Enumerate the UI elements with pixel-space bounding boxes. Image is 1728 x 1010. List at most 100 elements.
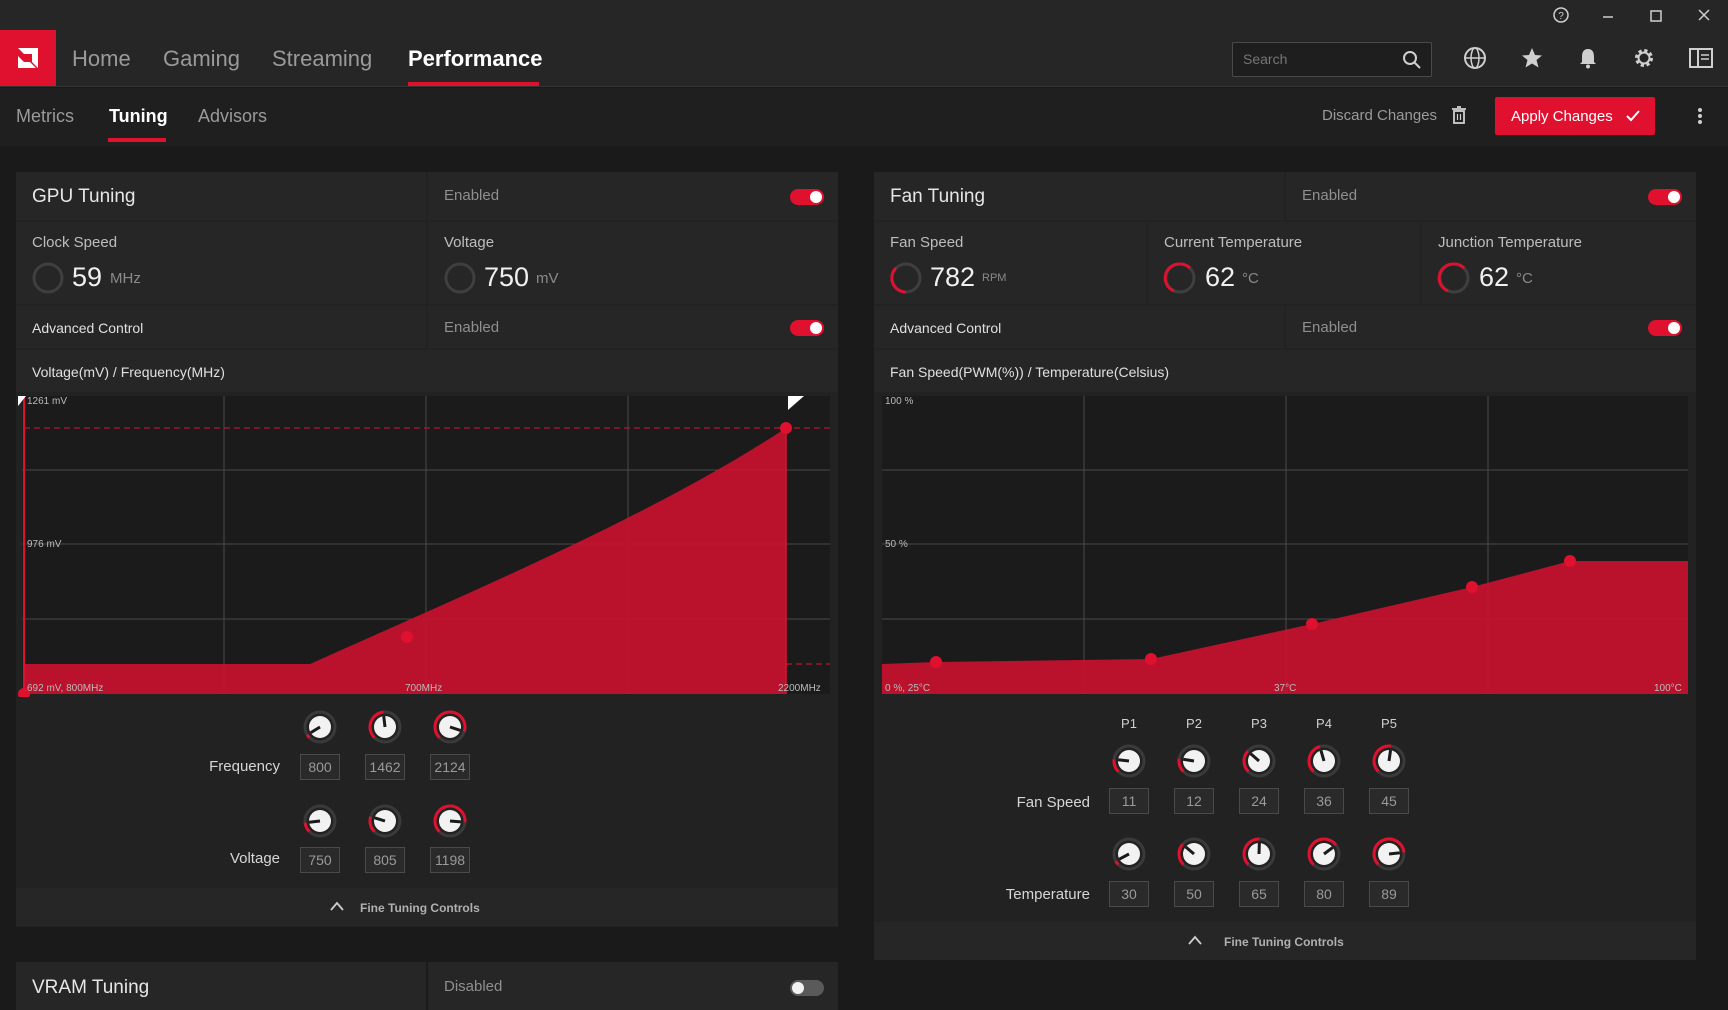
- temperature-input-4[interactable]: [1304, 881, 1344, 907]
- gpu-chart-title: Voltage(mV) / Frequency(MHz): [32, 364, 225, 380]
- apply-changes-label: Apply Changes: [1511, 108, 1613, 125]
- frequency-input-1[interactable]: [300, 754, 340, 780]
- junction-temperature-gauge-icon: [1436, 260, 1472, 296]
- close-icon[interactable]: [1696, 6, 1712, 24]
- nav-tab-home[interactable]: Home: [72, 46, 131, 72]
- voltage-gauge-icon: [442, 260, 478, 296]
- temperature-knob-4[interactable]: [1306, 836, 1342, 872]
- temperature-knob-1[interactable]: [1111, 836, 1147, 872]
- subtab-tuning[interactable]: Tuning: [109, 106, 168, 127]
- subtab-metrics[interactable]: Metrics: [16, 106, 74, 127]
- fan-speed-input-3[interactable]: [1239, 788, 1279, 814]
- frequency-input-3[interactable]: [430, 754, 470, 780]
- voltage-input-1[interactable]: [300, 847, 340, 873]
- temperature-input-5[interactable]: [1369, 881, 1409, 907]
- temperature-input-3[interactable]: [1239, 881, 1279, 907]
- fan-speed-input-1[interactable]: [1109, 788, 1149, 814]
- fan-speed-knob-2[interactable]: [1176, 743, 1212, 779]
- fan-point-2: [1145, 653, 1157, 665]
- voltage-input-2[interactable]: [365, 847, 405, 873]
- title-bar: [0, 0, 1728, 32]
- chevron-up-icon[interactable]: [330, 900, 344, 912]
- fan-speed-row-label: Fan Speed: [940, 794, 1090, 811]
- gpu-advanced-control-label: Advanced Control: [32, 320, 143, 336]
- temperature-knob-5[interactable]: [1371, 836, 1407, 872]
- fan-tuning-toggle[interactable]: [1648, 189, 1682, 205]
- current-temperature-unit: °C: [1242, 270, 1259, 287]
- frequency-knob-1[interactable]: [302, 709, 338, 745]
- svg-text:?: ?: [1558, 11, 1564, 22]
- sidebar-panel-icon[interactable]: [1688, 46, 1714, 70]
- voltage-knob-1[interactable]: [302, 803, 338, 839]
- fan-speed-value: 782: [930, 262, 975, 293]
- gpu-advanced-status: Enabled: [444, 319, 499, 336]
- vf-point-3: [780, 422, 792, 434]
- nav-tab-performance[interactable]: Performance: [408, 46, 543, 72]
- fan-fine-tuning-label[interactable]: Fine Tuning Controls: [1224, 935, 1344, 949]
- point-label-p3: P3: [1239, 716, 1279, 731]
- star-icon[interactable]: [1520, 46, 1544, 70]
- voltage-knob-2[interactable]: [367, 803, 403, 839]
- fan-speed-knob-1[interactable]: [1111, 743, 1147, 779]
- gpu-axis-origin: 692 mV, 800MHz: [27, 683, 103, 694]
- temperature-input-2[interactable]: [1174, 881, 1214, 907]
- point-label-p4: P4: [1304, 716, 1344, 731]
- discard-changes-button[interactable]: Discard Changes: [1322, 107, 1437, 124]
- frequency-knob-3[interactable]: [432, 709, 468, 745]
- minimize-icon[interactable]: [1600, 6, 1616, 24]
- more-options-icon[interactable]: [1695, 106, 1705, 126]
- vram-tuning-toggle[interactable]: [790, 980, 824, 996]
- gear-icon[interactable]: [1632, 46, 1656, 70]
- fan-axis-ymid: 50 %: [885, 539, 908, 550]
- voltage-frequency-chart[interactable]: [16, 394, 838, 697]
- current-temperature-value: 62: [1205, 262, 1235, 293]
- fan-advanced-control-label: Advanced Control: [890, 320, 1001, 336]
- gpu-tuning-toggle[interactable]: [790, 189, 824, 205]
- active-subtab-indicator: [108, 138, 166, 142]
- trash-icon[interactable]: [1450, 105, 1468, 125]
- temperature-knob-3[interactable]: [1241, 836, 1277, 872]
- search-box[interactable]: [1232, 42, 1432, 77]
- vram-tuning-title: VRAM Tuning: [32, 977, 149, 999]
- subtab-advisors[interactable]: Advisors: [198, 106, 267, 127]
- maximize-icon[interactable]: [1648, 6, 1664, 24]
- voltage-knob-3[interactable]: [432, 803, 468, 839]
- fan-speed-input-2[interactable]: [1174, 788, 1214, 814]
- frequency-row-label: Frequency: [180, 758, 280, 775]
- fan-speed-input-4[interactable]: [1304, 788, 1344, 814]
- clock-speed-value: 59: [72, 262, 102, 293]
- search-icon[interactable]: [1402, 50, 1422, 70]
- gpu-fine-tuning-label[interactable]: Fine Tuning Controls: [360, 901, 480, 915]
- temperature-input-1[interactable]: [1109, 881, 1149, 907]
- search-input[interactable]: [1243, 51, 1393, 67]
- temperature-knob-2[interactable]: [1176, 836, 1212, 872]
- chevron-up-icon[interactable]: [1188, 934, 1202, 946]
- globe-icon[interactable]: [1463, 46, 1487, 70]
- fan-point-4: [1466, 581, 1478, 593]
- fan-speed-knob-3[interactable]: [1241, 743, 1277, 779]
- nav-tab-gaming[interactable]: Gaming: [163, 46, 240, 72]
- fan-speed-knob-4[interactable]: [1306, 743, 1342, 779]
- nav-tab-streaming[interactable]: Streaming: [272, 46, 372, 72]
- apply-changes-button[interactable]: Apply Changes: [1495, 97, 1655, 135]
- junction-temperature-unit: °C: [1516, 270, 1533, 287]
- fan-speed-temperature-chart[interactable]: [874, 394, 1696, 697]
- amd-logo[interactable]: [0, 30, 56, 86]
- temperature-row-label: Temperature: [940, 886, 1090, 903]
- fan-advanced-toggle[interactable]: [1648, 320, 1682, 336]
- frequency-input-2[interactable]: [365, 754, 405, 780]
- vf-point-2: [401, 631, 413, 643]
- gpu-advanced-toggle[interactable]: [790, 320, 824, 336]
- fan-axis-xmid: 37°C: [1274, 683, 1296, 694]
- fan-point-1: [930, 656, 942, 668]
- fan-speed-input-5[interactable]: [1369, 788, 1409, 814]
- frequency-knob-2[interactable]: [367, 709, 403, 745]
- bell-icon[interactable]: [1576, 46, 1600, 70]
- active-tab-indicator: [408, 82, 539, 86]
- help-icon[interactable]: ?: [1552, 6, 1570, 24]
- fan-speed-knob-5[interactable]: [1371, 743, 1407, 779]
- voltage-row-label: Voltage: [180, 850, 280, 867]
- gpu-axis-ytop: 1261 mV: [27, 396, 67, 407]
- gpu-axis-xmid: 700MHz: [405, 683, 442, 694]
- voltage-input-3[interactable]: [430, 847, 470, 873]
